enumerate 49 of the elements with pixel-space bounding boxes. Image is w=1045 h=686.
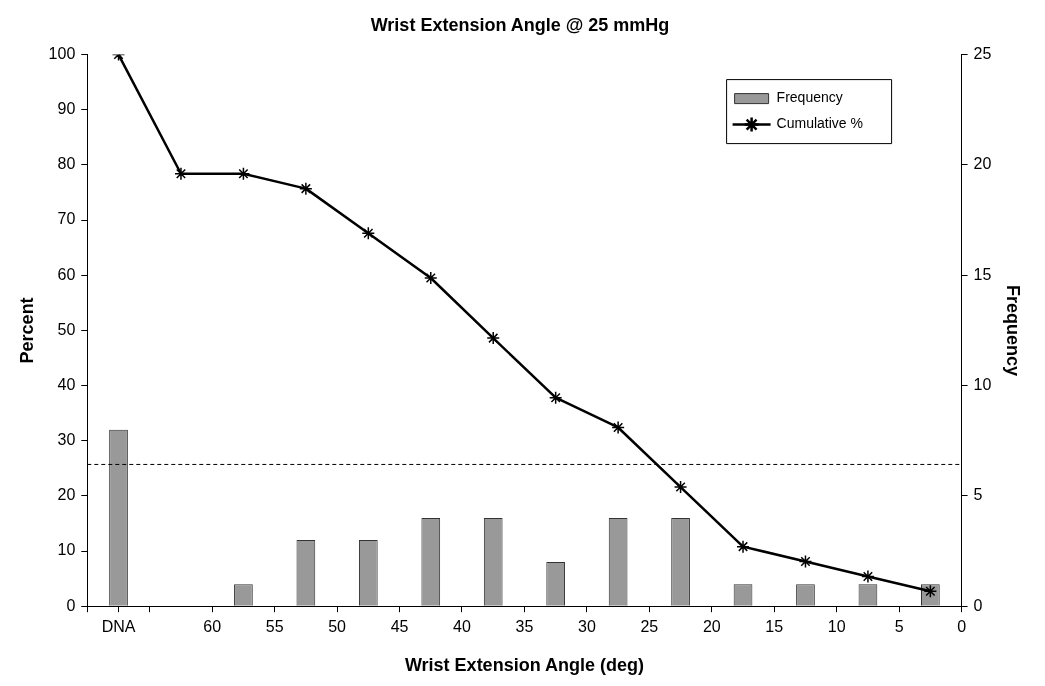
y2-tick-label: 5 [973, 486, 983, 504]
x-tick-label: 5 [894, 618, 904, 636]
y-tick-label: 90 [57, 100, 76, 118]
y-tick-label: 70 [57, 210, 76, 228]
y-tick-label: 100 [48, 45, 76, 63]
y-tick-label: 60 [57, 265, 76, 283]
y-tick-label: 30 [57, 431, 76, 449]
y2-axis-title: Frequency [1003, 284, 1024, 376]
point [548, 390, 563, 405]
point [798, 554, 813, 569]
y2-tick-label: 10 [973, 375, 992, 393]
legend-label: Frequency [776, 89, 843, 106]
point [736, 539, 750, 554]
legend-label: Cumulative % [776, 115, 863, 132]
x-tick-label: 40 [453, 618, 471, 636]
x-tick-label: 55 [265, 618, 284, 636]
point [236, 167, 251, 181]
point [861, 569, 875, 584]
x-tick-label: 15 [765, 618, 784, 636]
y-axis-title: Percent [16, 297, 37, 364]
y2-tick-label: 15 [973, 265, 992, 283]
y-tick-label: 40 [57, 375, 76, 393]
point [361, 226, 376, 241]
x-tick-label: 60 [203, 618, 222, 636]
x-tick-label: 10 [827, 618, 846, 636]
y-tick-label: 80 [57, 155, 76, 173]
point [424, 271, 438, 285]
x-tick-label: 0 [957, 618, 967, 636]
y2-tick-label: 25 [973, 45, 992, 63]
x-tick-label: 50 [328, 618, 347, 636]
point [299, 181, 313, 196]
x-tick-label: 30 [578, 618, 596, 636]
x-axis-title: Wrist Extension Angle (deg) [404, 655, 644, 676]
chart-title: Wrist Extension Angle @ 25 mmHg [370, 14, 670, 35]
y-tick-label: 50 [57, 320, 76, 338]
y2-tick-label: 20 [973, 155, 992, 173]
y-tick-label: 20 [57, 486, 76, 504]
y-tick-label: 0 [66, 596, 76, 614]
point [486, 331, 500, 345]
point [673, 480, 688, 494]
point [611, 420, 625, 435]
y2-tick-label: 0 [973, 596, 983, 614]
x-tick-label: 35 [515, 618, 534, 636]
x-tick-label: DNA [101, 618, 136, 636]
y-tick-label: 10 [57, 541, 76, 559]
point [174, 167, 188, 181]
x-tick-label: 20 [702, 618, 721, 636]
x-tick-label: 45 [390, 618, 409, 636]
x-tick-label: 25 [640, 618, 659, 636]
